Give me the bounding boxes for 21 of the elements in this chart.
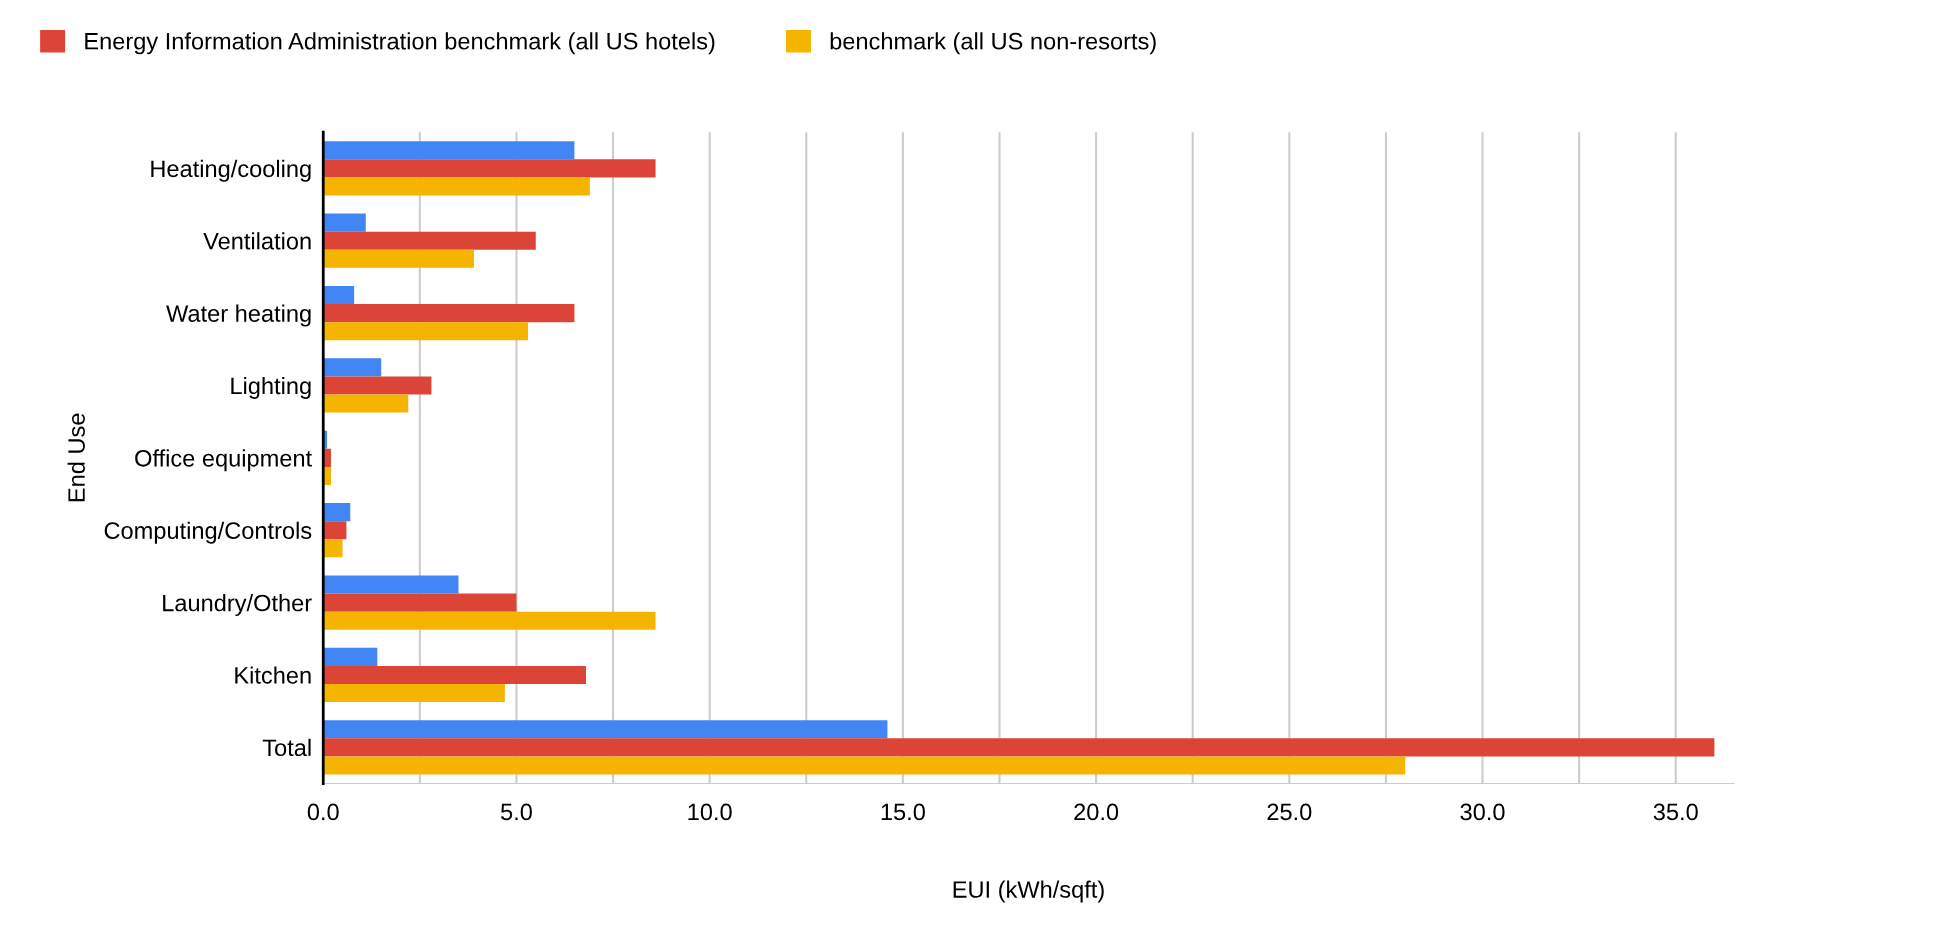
y-axis-title: End Use	[67, 413, 85, 502]
y-tick-label: Water heating	[166, 304, 311, 327]
y-tick-label: Kitchen	[235, 666, 311, 684]
legend-label: Energy Information Administration benchmark (all US hotels)	[85, 32, 715, 55]
y-tick-label: Ventilation	[203, 232, 311, 250]
legend-label: benchmark (all US non-resorts)	[830, 32, 1156, 55]
x-tick-label: 30.0	[1460, 803, 1505, 821]
x-tick-label: 0.0	[307, 803, 339, 821]
y-tick-label: Office equipment	[135, 449, 312, 472]
y-tick-label: Total	[262, 738, 311, 757]
x-tick-label: 20.0	[1074, 803, 1119, 821]
x-tick-label: 10.0	[688, 803, 732, 821]
y-tick-label: Heating/cooling	[151, 159, 311, 182]
x-tick-label: 5.0	[500, 803, 532, 821]
y-tick-label: Computing/Controls	[104, 521, 312, 544]
y-tick-label: Lighting	[231, 376, 311, 399]
x-tick-label: 25.0	[1267, 803, 1312, 821]
y-tick-label: Laundry/Other	[163, 594, 312, 617]
x-tick-label: 15.0	[881, 803, 925, 821]
x-tick-label: 35.0	[1653, 803, 1698, 821]
x-axis-title: EUI (kWh/sqft)	[953, 880, 1104, 903]
